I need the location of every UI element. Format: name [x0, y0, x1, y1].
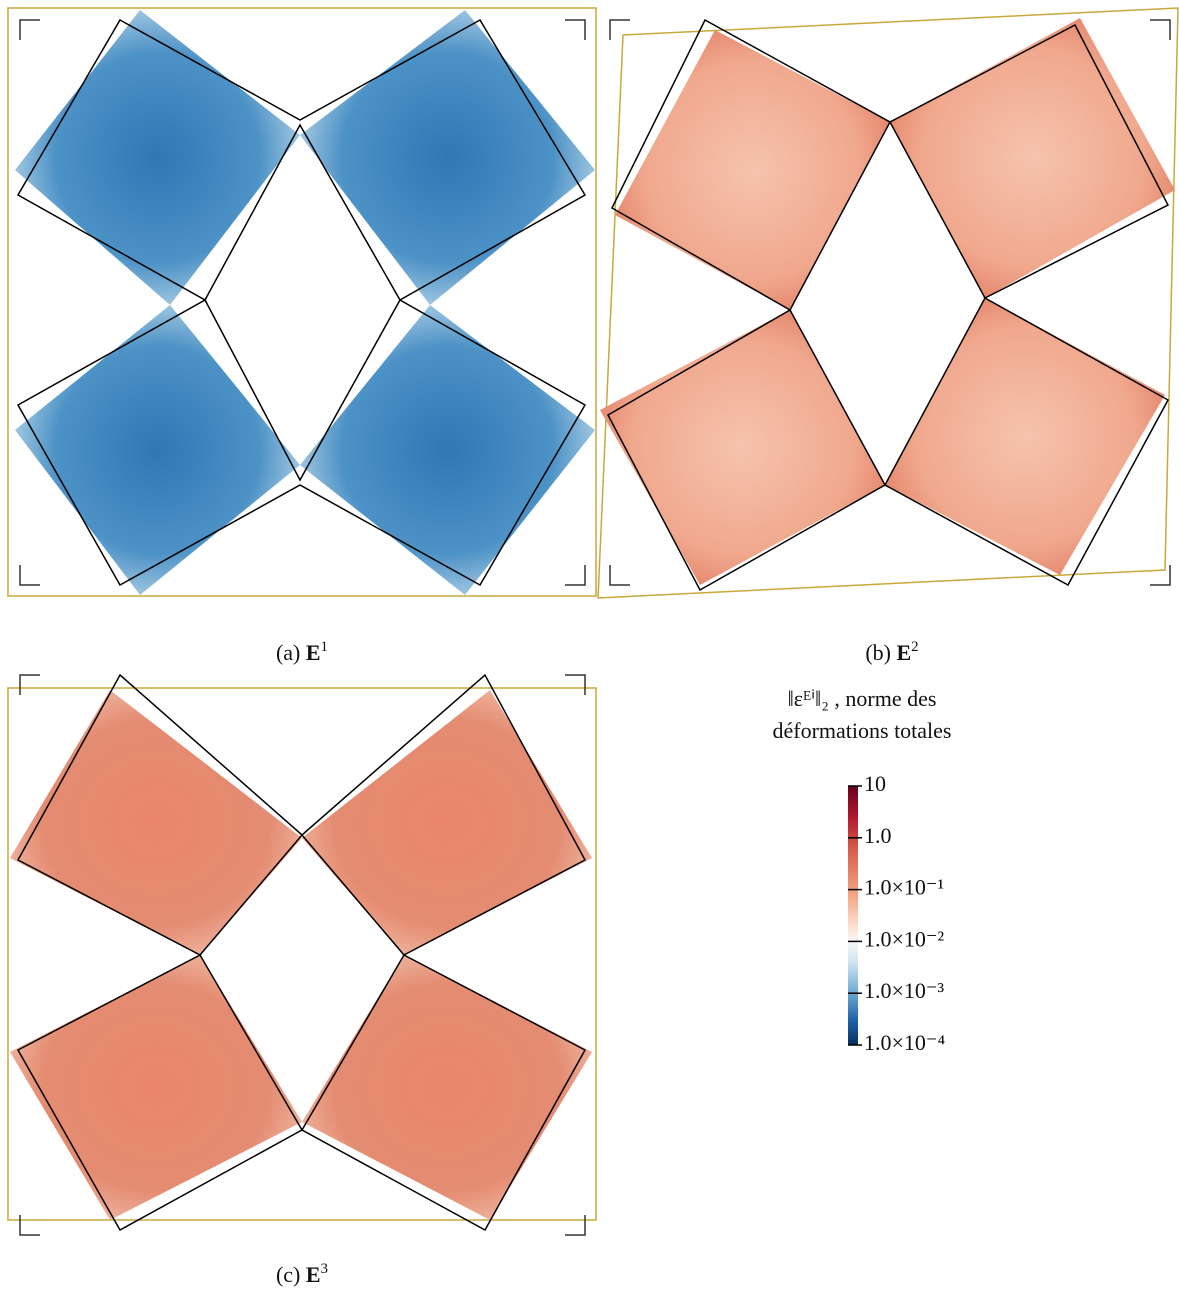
colorbar-tick-label: 1.0×10⁻² — [864, 926, 945, 951]
colorbar: ‖εᴱⁱ‖₂ , norme des déformations totales — [772, 686, 952, 1045]
colorbar-tick-label: 1.0×10⁻¹ — [864, 875, 944, 900]
colorbar-tick-label: 1.0×10⁻³ — [864, 978, 945, 1003]
panel-c — [7, 673, 597, 1236]
colorbar-tick-label: 1.0 — [864, 823, 892, 848]
caption-a: (a) E1 — [276, 639, 328, 665]
colorbar-gradient — [848, 786, 858, 1045]
colorbar-title: déformations totales — [772, 718, 951, 743]
colorbar-title: ‖εᴱⁱ‖₂ , norme des — [788, 686, 937, 711]
caption-b: (b) E2 — [865, 639, 918, 665]
caption-c: (c) E3 — [276, 1261, 328, 1287]
panel-b — [597, 7, 1179, 599]
colorbar-tick-label: 10 — [864, 771, 886, 796]
colorbar-tick-label: 1.0×10⁻⁴ — [864, 1030, 946, 1055]
panel-a — [7, 7, 597, 597]
